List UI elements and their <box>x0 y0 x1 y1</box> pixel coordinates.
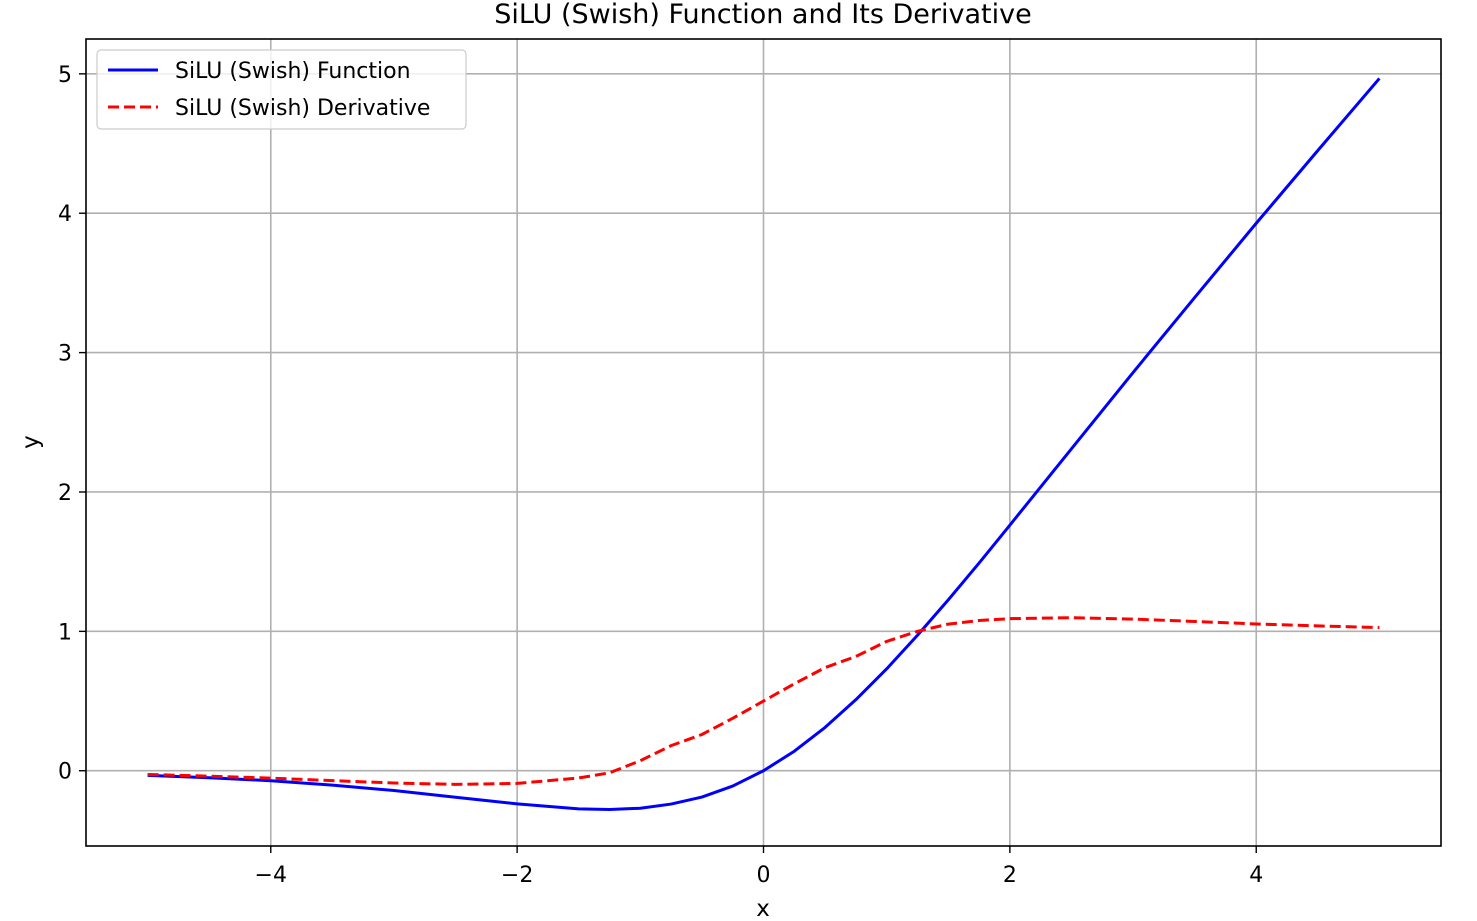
series-line-function <box>147 77 1381 811</box>
axis-ticks: −4 −2 0 2 4 0 1 2 3 4 5 <box>58 63 1263 888</box>
y-tick-label: 0 <box>58 760 72 785</box>
y-tick-label: 2 <box>58 481 72 506</box>
legend: SiLU (Swish) Function SiLU (Swish) Deriv… <box>96 49 467 130</box>
y-axis-label: y <box>18 435 44 449</box>
chart-title: SiLU (Swish) Function and Its Derivative <box>494 0 1031 30</box>
y-tick-label: 4 <box>58 202 72 227</box>
grid-lines <box>86 39 1441 846</box>
x-tick-label: −4 <box>255 863 287 888</box>
x-tick-label: 0 <box>757 863 771 888</box>
x-tick-label: 2 <box>1003 863 1017 888</box>
legend-box <box>96 49 467 130</box>
x-axis-label: x <box>756 896 770 921</box>
legend-label-function: SiLU (Swish) Function <box>175 59 411 84</box>
x-tick-label: −2 <box>501 863 533 888</box>
x-tick-label: 4 <box>1249 863 1263 888</box>
series-layer <box>147 77 1381 811</box>
series-line-derivative <box>147 616 1380 786</box>
y-tick-label: 5 <box>58 63 72 88</box>
y-tick-label: 3 <box>58 342 72 367</box>
y-tick-label: 1 <box>58 620 72 645</box>
legend-label-derivative: SiLU (Swish) Derivative <box>175 96 430 121</box>
